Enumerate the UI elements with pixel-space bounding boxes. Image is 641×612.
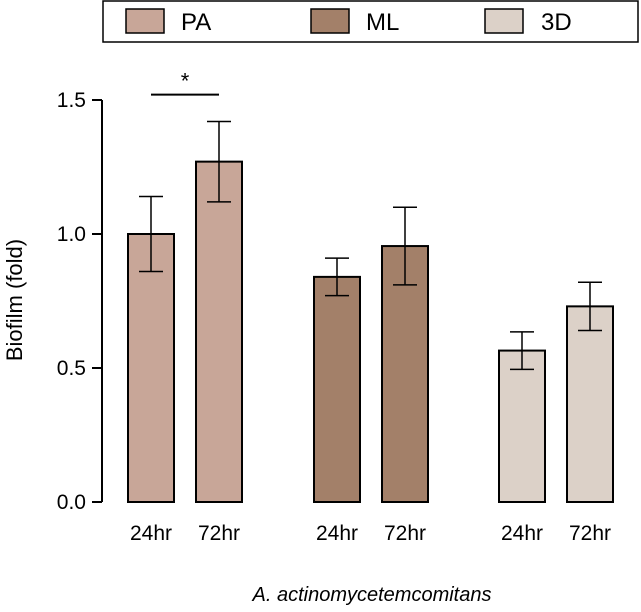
category-label-3d-72hr: 72hr — [569, 522, 611, 545]
legend-box — [102, 0, 639, 43]
bar-3d-72hr — [566, 305, 614, 503]
category-label-ml-24hr: 24hr — [316, 522, 358, 545]
y-tick-label-1: 0.5 — [57, 357, 86, 380]
significance-annotations: * — [151, 69, 219, 96]
y-axis-title: Biofilm (fold) — [2, 239, 27, 361]
x-axis-title: A. actinomycetemcomitans — [252, 584, 492, 606]
bar-pa-24hr — [127, 233, 175, 503]
bar-pa-72hr — [195, 160, 243, 503]
bar-ml-72hr — [381, 245, 429, 503]
legend-swatch-pa — [125, 8, 165, 34]
bar-ml-24hr — [313, 275, 361, 503]
bars — [127, 160, 614, 503]
legend: PA ML 3D — [102, 0, 639, 43]
y-axis: 0.0 0.5 1.0 1.5 — [57, 89, 103, 514]
legend-label-3d: 3D — [541, 9, 572, 36]
legend-items: PA ML 3D — [125, 8, 572, 36]
bar-3d-24hr — [498, 349, 546, 503]
significance-star-0: * — [181, 69, 190, 94]
legend-swatch-3d — [484, 8, 524, 34]
y-ticks: 0.0 0.5 1.0 1.5 — [57, 89, 102, 514]
legend-label-ml: ML — [366, 9, 399, 36]
category-labels: 24hr 72hr 24hr 72hr 24hr 72hr — [130, 522, 611, 545]
category-label-3d-24hr: 24hr — [501, 522, 543, 545]
category-label-ml-72hr: 72hr — [384, 522, 426, 545]
legend-swatch-ml — [310, 8, 350, 34]
category-label-pa-24hr: 24hr — [130, 522, 172, 545]
error-bars — [139, 120, 602, 371]
legend-label-pa: PA — [181, 9, 211, 36]
y-tick-label-0: 0.0 — [57, 491, 86, 514]
y-tick-label-3: 1.5 — [57, 89, 86, 112]
category-label-pa-72hr: 72hr — [198, 522, 240, 545]
y-tick-label-2: 1.0 — [57, 223, 86, 246]
